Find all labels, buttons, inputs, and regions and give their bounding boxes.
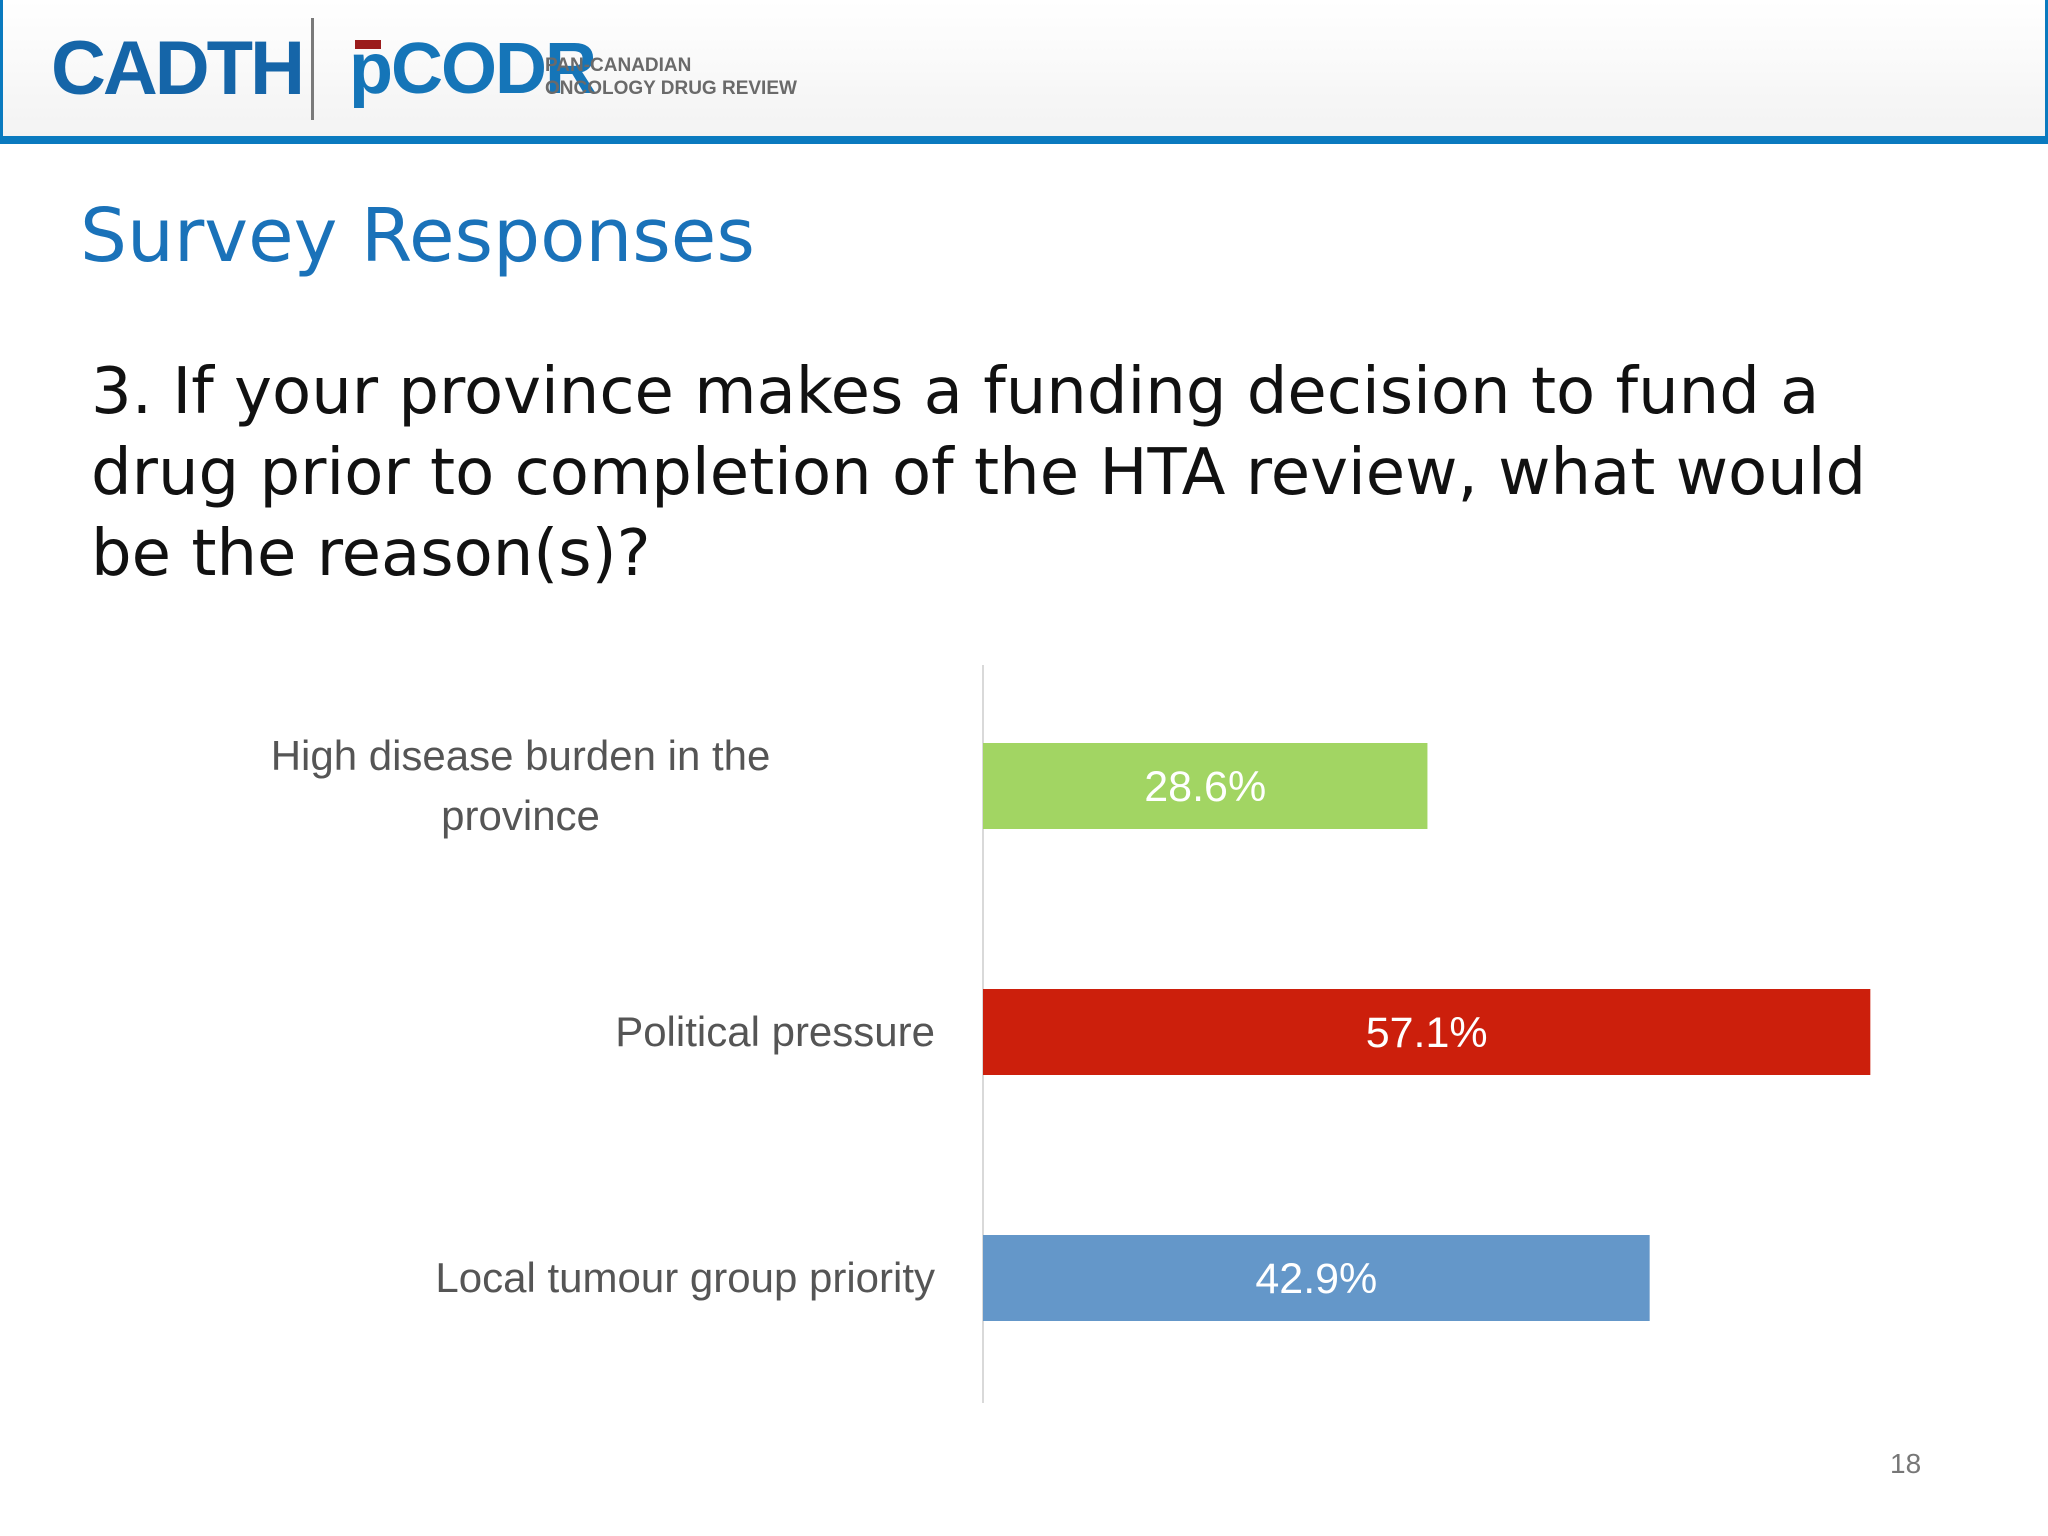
cadth-logo: CADTH xyxy=(51,26,305,111)
tagline-line-1: PAN-CANADIAN xyxy=(545,55,692,76)
chart-marks: 28.6% High disease burden in the province 5… xyxy=(271,732,1871,1321)
category-label-2: Political pressure xyxy=(615,1008,935,1055)
bar-2 xyxy=(983,989,1871,1075)
bar-3 xyxy=(983,1235,1650,1321)
category-label-3: Local tumour group priority xyxy=(435,1254,935,1301)
bar-value-label-3: 42.9% xyxy=(1255,1255,1377,1303)
slide-header: CADTH pCODR PAN-CANADIAN ONCOLOGY DRUG R… xyxy=(0,0,2048,144)
bar-value-label-2: 57.1% xyxy=(1366,1009,1488,1057)
category-label-line: High disease burden in the xyxy=(271,732,771,779)
logo-divider xyxy=(311,18,314,120)
pcodr-logo: pCODR xyxy=(349,29,597,109)
category-label-line: Local tumour group priority xyxy=(435,1254,935,1301)
pcodr-tagline: PAN-CANADIAN ONCOLOGY DRUG REVIEW xyxy=(545,54,797,100)
category-label-line: Political pressure xyxy=(615,1008,935,1055)
tagline-line-2: ONCOLOGY DRUG REVIEW xyxy=(545,78,797,99)
page-number: 18 xyxy=(1890,1448,1922,1479)
pcodr-logo-accent xyxy=(355,40,381,49)
category-label-line: province xyxy=(441,792,600,839)
bar-1 xyxy=(983,743,1428,829)
survey-question: 3. If your province makes a funding deci… xyxy=(91,355,1867,591)
page-title: Survey Responses xyxy=(80,193,755,279)
category-label-1: High disease burden in the province xyxy=(271,732,771,839)
bar-value-label-1: 28.6% xyxy=(1144,763,1266,811)
